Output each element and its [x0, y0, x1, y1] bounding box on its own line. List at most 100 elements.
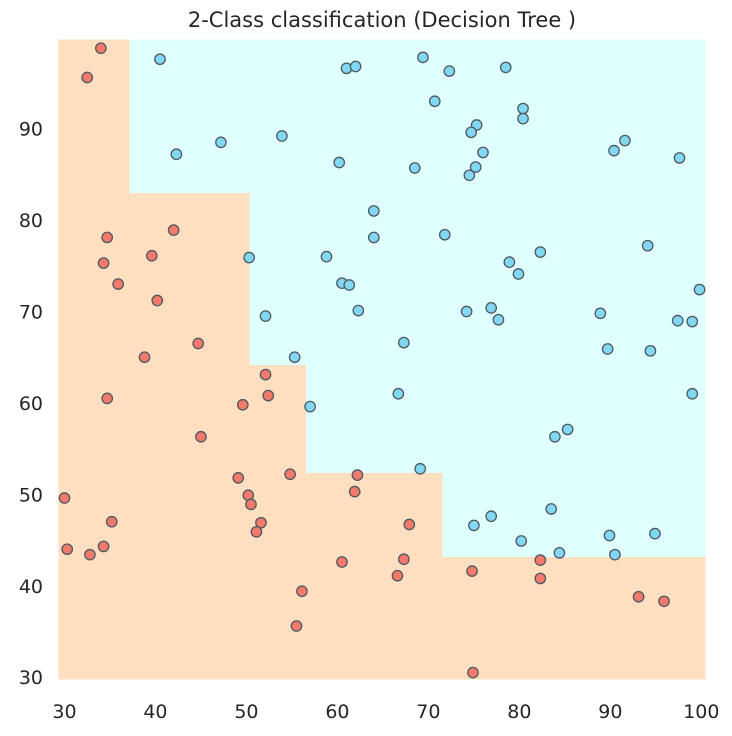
data-point-class-1 [367, 231, 380, 244]
data-point-class-1 [644, 344, 657, 357]
data-point-class-1 [673, 152, 686, 164]
data-point-class-1 [392, 387, 405, 400]
data-point-class-1 [288, 351, 301, 364]
y-tick-label: 30 [19, 667, 43, 689]
data-point-class-1 [517, 112, 529, 125]
data-point-class-1 [304, 400, 316, 413]
data-point-class-1 [545, 503, 558, 515]
data-point-class-0 [195, 430, 207, 443]
data-point-class-1 [693, 283, 706, 296]
data-point-class-1 [512, 268, 525, 280]
x-tick-label: 70 [416, 701, 440, 723]
x-axis-ticks: 30 40 50 60 70 80 90 100 [52, 701, 719, 723]
data-point-class-0 [397, 553, 410, 566]
data-point-class-1 [561, 423, 574, 436]
data-point-class-1 [503, 256, 516, 268]
data-point-class-1 [641, 239, 654, 252]
data-point-class-1 [243, 251, 256, 264]
data-point-class-0 [138, 351, 151, 364]
data-point-class-1 [408, 162, 421, 174]
decision-region-class-1 [442, 471, 706, 558]
data-point-class-0 [534, 554, 547, 567]
x-tick-label: 40 [143, 701, 167, 723]
data-point-class-1 [320, 250, 333, 263]
decision-region-class-1 [249, 192, 706, 366]
decision-region-class-0 [129, 192, 251, 680]
x-tick-label: 100 [683, 701, 719, 723]
decision-region-class-0 [305, 471, 444, 680]
data-point-class-0 [284, 468, 296, 481]
data-point-class-0 [336, 556, 348, 568]
data-point-class-1 [499, 61, 512, 74]
data-point-class-0 [97, 540, 110, 553]
data-point-class-1 [608, 144, 620, 157]
data-point-class-1 [428, 95, 441, 108]
data-point-class-1 [397, 336, 410, 349]
data-point-class-1 [367, 205, 380, 217]
data-point-class-0 [255, 516, 267, 529]
data-point-class-0 [391, 569, 404, 582]
data-point-class-0 [101, 231, 114, 244]
y-tick-label: 90 [19, 119, 43, 141]
data-point-class-0 [348, 485, 361, 498]
data-point-class-0 [61, 543, 74, 556]
data-point-class-1 [649, 527, 661, 540]
data-point-class-0 [403, 518, 416, 531]
data-point-class-1 [343, 279, 356, 291]
data-point-class-1 [549, 430, 561, 443]
data-point-class-1 [463, 169, 476, 182]
decision-region-class-0 [442, 556, 706, 680]
data-point-class-1 [601, 343, 614, 355]
data-point-class-0 [151, 294, 164, 307]
decision-regions [58, 39, 706, 680]
data-point-class-1 [534, 246, 547, 258]
data-point-class-1 [485, 301, 498, 314]
data-point-class-1 [686, 315, 699, 328]
data-point-class-1 [553, 546, 566, 559]
data-point-class-0 [97, 257, 110, 269]
data-point-class-1 [594, 307, 607, 320]
data-point-class-1 [352, 304, 365, 317]
y-tick-label: 80 [19, 210, 43, 232]
x-tick-label: 60 [325, 701, 349, 723]
data-point-class-0 [145, 249, 158, 262]
data-point-class-0 [632, 590, 645, 603]
y-tick-label: 60 [19, 393, 43, 415]
data-point-class-1 [465, 126, 478, 139]
data-point-class-1 [686, 387, 699, 400]
data-point-class-0 [95, 42, 107, 55]
data-point-class-1 [477, 146, 489, 159]
y-axis-ticks: 30 40 50 60 70 80 90 [19, 119, 43, 689]
data-point-class-0 [84, 548, 96, 561]
data-point-class-0 [58, 492, 71, 504]
data-point-class-1 [414, 462, 427, 475]
data-point-class-0 [658, 595, 670, 608]
data-point-class-0 [112, 278, 124, 290]
x-tick-label: 50 [234, 701, 258, 723]
data-point-class-1 [469, 161, 482, 173]
data-point-class-0 [296, 585, 308, 598]
data-point-class-1 [619, 134, 631, 147]
data-point-class-1 [170, 148, 183, 161]
data-point-class-1 [460, 305, 473, 318]
data-point-class-0 [236, 398, 249, 411]
decision-region-class-1 [305, 364, 706, 473]
data-point-class-0 [534, 572, 547, 585]
data-point-class-0 [245, 498, 257, 511]
data-point-class-0 [250, 525, 263, 538]
data-point-class-1 [438, 228, 451, 241]
data-point-class-1 [417, 51, 429, 64]
chart-title: 2-Class classification (Decision Tree ) [187, 8, 577, 32]
data-point-class-0 [290, 620, 303, 632]
data-point-class-0 [192, 337, 205, 350]
data-point-class-0 [105, 515, 118, 528]
data-point-class-1 [468, 519, 480, 532]
data-point-class-0 [232, 472, 245, 484]
x-tick-label: 80 [507, 701, 531, 723]
data-point-class-1 [333, 156, 346, 169]
data-point-class-1 [349, 60, 362, 73]
y-tick-label: 50 [19, 484, 43, 506]
data-point-class-0 [466, 565, 478, 577]
data-point-class-0 [467, 666, 479, 679]
